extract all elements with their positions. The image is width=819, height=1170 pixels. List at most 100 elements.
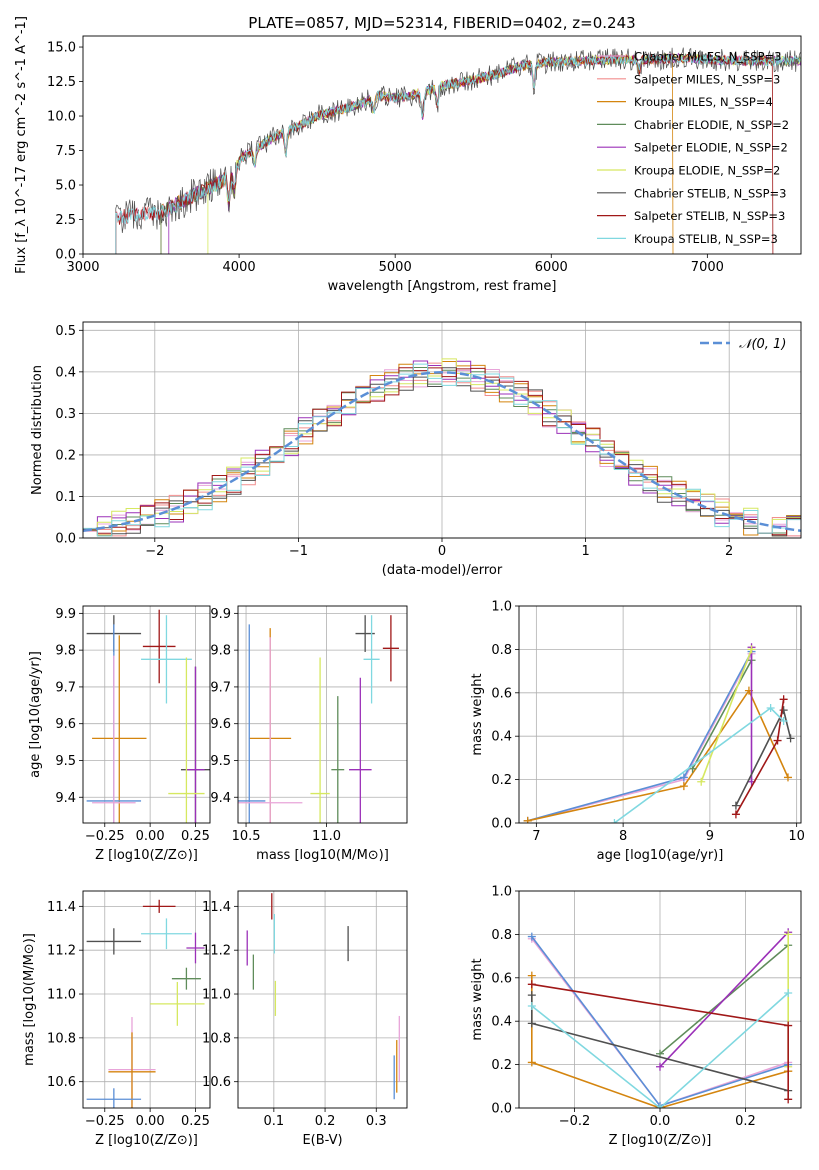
x-axis-label: Z [log10(Z/Z⊙)] [609, 1133, 712, 1148]
mass-weight-series [688, 656, 756, 773]
x-tick-label: 3000 [66, 260, 99, 275]
x-tick-label: 7000 [691, 260, 724, 275]
mass-weight-series [697, 645, 756, 786]
series-line [527, 688, 789, 822]
y-tick-label: 9.5 [210, 754, 231, 769]
y-axis-label: mass weight [470, 673, 485, 755]
residuals-axes: −2 −1 0 1 2 0.0 0.1 0.2 0.3 0.4 0.5 (data-model)/er… [30, 322, 801, 578]
spectrum-series-line [115, 53, 801, 254]
x-axis-label: Z [log10(Z/Z⊙)] [95, 848, 198, 863]
chart-title: PLATE=0857, MJD=52314, FIBERID=0402, z=0… [248, 14, 635, 32]
x-tick-label: 8 [619, 829, 627, 844]
x-axis-label: mass [log10(M/M⊙)] [256, 848, 389, 863]
error-bar-point [142, 899, 176, 913]
legend-entry: Kroupa STELIB, N_SSP=3 [634, 232, 778, 246]
y-axis-label: mass [log10(M/M⊙)] [22, 933, 37, 1066]
plus-marker [779, 706, 788, 715]
y-tick-label: 0.4 [491, 1015, 512, 1030]
plus-marker [783, 773, 792, 782]
x-tick-label: −1 [289, 544, 308, 559]
legend-entry: 𝒩(0, 1) [739, 337, 786, 352]
mass-weight-series [731, 706, 795, 810]
mass_weight_vs_Z-frame [518, 890, 802, 1109]
spectrum-series-line [160, 53, 674, 254]
spectrum-legend: Chabrier MILES, N_SSP=3 Salpeter MILES, N… [597, 50, 789, 246]
plus-marker [784, 1095, 793, 1104]
plus-marker [527, 1019, 536, 1028]
y-tick-label: 11.0 [47, 988, 76, 1003]
error-bar-point [168, 657, 205, 823]
plus-marker [784, 1021, 793, 1030]
x-tick-label: 0.2 [735, 1114, 756, 1129]
series-line [531, 992, 789, 1108]
y-tick-label: 7.5 [55, 144, 76, 159]
y-tick-label: 11.2 [202, 944, 231, 959]
error-bar-point [186, 932, 205, 964]
y-tick-label: 9.7 [210, 680, 231, 695]
y-tick-label: 9.6 [210, 717, 231, 732]
x-tick-label: −0.2 [559, 1114, 591, 1129]
x-tick-label: 10.5 [232, 829, 261, 844]
spectrum-axes: 3000 4000 5000 6000 7000 0.0 2.5 5.0 7.5 10.0 12.5… [14, 16, 724, 294]
plus-marker [779, 717, 788, 726]
y-tick-label: 0.0 [491, 1102, 512, 1117]
y-tick-label: 10.6 [47, 1075, 76, 1090]
mass_vs_ebv-axes: 0.1 0.2 0.3 10.6 10.8 11.0 11.2 11.4 E(B-V) [202, 891, 407, 1148]
y-tick-label: 0.1 [55, 490, 76, 505]
y-tick-label: 9.8 [55, 644, 76, 659]
legend-entry: Chabrier ELODIE, N_SSP=2 [634, 118, 789, 132]
x-tick-label: 1 [581, 544, 589, 559]
x-tick-label: 9 [706, 829, 714, 844]
y-axis-label: Flux [f_λ 10^-17 erg cm^-2 s^-1 A^-1] [14, 16, 29, 274]
x-tick-label: −0.25 [85, 1114, 125, 1129]
legend-entry: Chabrier MILES, N_SSP=3 [634, 50, 781, 64]
y-tick-label: 0.3 [55, 407, 76, 422]
mass-weight-series [731, 695, 788, 819]
y-tick-label: 9.7 [55, 680, 76, 695]
residual-histogram [83, 367, 801, 537]
x-tick-label: 0.25 [181, 829, 210, 844]
residual-frame [82, 321, 802, 539]
x-tick-label: 0.0 [650, 1114, 671, 1129]
plus-marker [747, 645, 756, 654]
plus-marker [527, 971, 536, 980]
x-tick-label: 7 [532, 829, 540, 844]
plus-marker [610, 819, 619, 823]
y-tick-label: 0.8 [491, 643, 512, 658]
error-bar-point [141, 615, 192, 704]
plus-marker [779, 695, 788, 704]
y-tick-label: 15.0 [47, 41, 76, 56]
y-axis-label: age [log10(age/yr)] [28, 651, 43, 778]
y-tick-label: 0.4 [55, 365, 76, 380]
y-tick-label: 11.4 [202, 900, 231, 915]
plus-marker [773, 736, 782, 745]
x-axis-label: wavelength [Angstrom, rest frame] [328, 279, 557, 294]
y-tick-label: 0.6 [491, 971, 512, 986]
mass-weight-series [656, 928, 793, 1071]
y-tick-label: 1.0 [491, 600, 512, 615]
age_vs_Z-axes: −0.25 0.00 0.25 9.4 9.5 9.6 9.7 9.8 9.9 Z [log10(… [28, 606, 210, 863]
x-axis-label: E(B-V) [302, 1133, 342, 1148]
x-tick-label: 2 [725, 544, 733, 559]
x-tick-label: −0.25 [85, 829, 125, 844]
x-tick-label: 5000 [379, 260, 412, 275]
error-bar-point [92, 655, 136, 823]
error-bar-point [86, 928, 142, 955]
plus-marker [527, 980, 536, 989]
error-bar-point [349, 677, 372, 823]
y-tick-label: 9.9 [55, 607, 76, 622]
x-tick-label: 11.0 [312, 829, 341, 844]
series-line [659, 931, 789, 1068]
x-tick-label: 0 [438, 544, 446, 559]
error-bar-point [331, 696, 345, 823]
mass-weight-series [527, 988, 793, 1108]
plus-marker [679, 773, 688, 782]
x-tick-label: 0.00 [136, 829, 165, 844]
y-tick-label: 10.8 [47, 1031, 76, 1046]
spectrum-frame [82, 35, 802, 255]
y-tick-label: 10.0 [47, 110, 76, 125]
y-axis-label: mass weight [470, 958, 485, 1040]
y-axis-label: Normed distribution [30, 365, 45, 495]
x-tick-label: 0.00 [136, 1114, 165, 1129]
plus-marker [523, 816, 532, 823]
